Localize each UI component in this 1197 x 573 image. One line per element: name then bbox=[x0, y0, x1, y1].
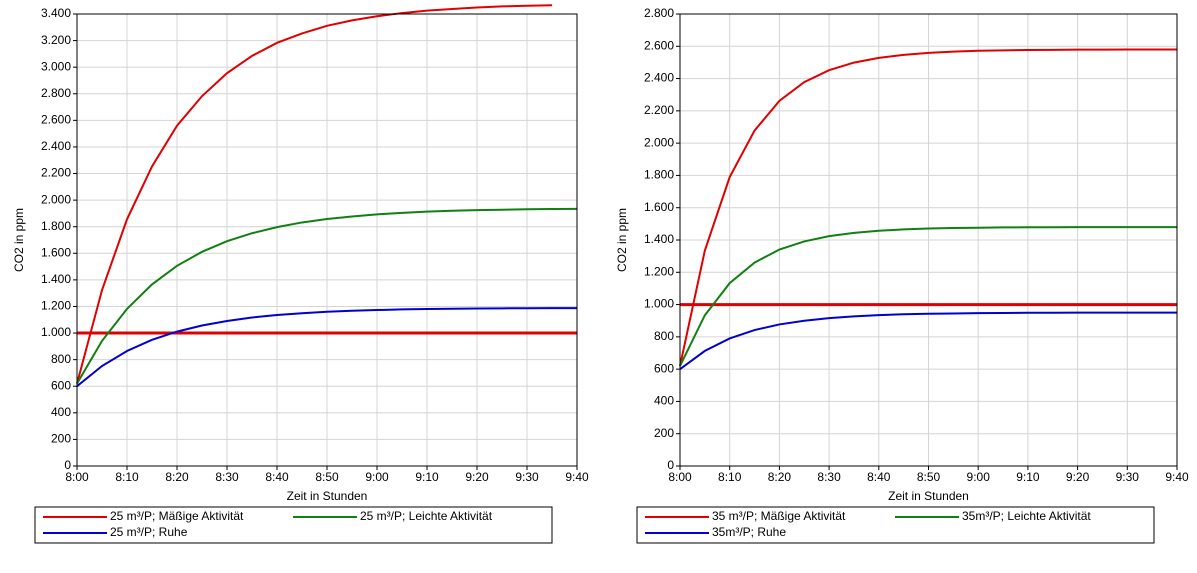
x-tick-label: 8:50 bbox=[917, 470, 941, 484]
x-tick-label: 9:10 bbox=[1016, 470, 1040, 484]
y-tick-label: 600 bbox=[654, 361, 674, 375]
y-tick-label: 1.200 bbox=[41, 299, 71, 313]
y-tick-label: 1.400 bbox=[644, 232, 674, 246]
y-tick-label: 2.800 bbox=[41, 86, 71, 100]
y-tick-label: 3.000 bbox=[41, 59, 71, 73]
x-tick-label: 8:30 bbox=[817, 470, 841, 484]
series-line bbox=[76, 307, 577, 388]
y-tick-label: 1.800 bbox=[644, 168, 674, 182]
y-tick-label: 0 bbox=[64, 458, 71, 472]
x-axis-title: Zeit in Stunden bbox=[287, 489, 368, 503]
plot-border bbox=[76, 13, 578, 467]
x-tick-label: 8:10 bbox=[115, 470, 139, 484]
y-tick-label: 800 bbox=[51, 352, 71, 366]
x-tick-label: 9:40 bbox=[565, 470, 589, 484]
legend-box bbox=[636, 506, 1155, 544]
y-tick-label: 2.200 bbox=[644, 103, 674, 117]
x-tick-label: 8:00 bbox=[668, 470, 692, 484]
x-tick-label: 8:50 bbox=[315, 470, 339, 484]
y-tick-label: 3.200 bbox=[41, 33, 71, 47]
series-line bbox=[76, 207, 578, 385]
x-tick-label: 8:40 bbox=[867, 470, 891, 484]
y-tick-label: 2.400 bbox=[644, 71, 674, 85]
y-tick-label: 1.600 bbox=[41, 245, 71, 259]
y-tick-label: 400 bbox=[654, 394, 674, 408]
y-tick-label: 1.400 bbox=[41, 272, 71, 286]
y-axis-title: CO2 in ppm bbox=[12, 208, 26, 272]
legend-label: 25 m³/P; Mäßige Aktivität bbox=[110, 509, 244, 523]
x-tick-label: 8:40 bbox=[265, 470, 289, 484]
y-axis-title: CO2 in ppm bbox=[615, 208, 629, 272]
x-tick-label: 8:30 bbox=[215, 470, 239, 484]
x-tick-label: 9:30 bbox=[1116, 470, 1140, 484]
y-tick-label: 2.400 bbox=[41, 139, 71, 153]
y-tick-label: 1.800 bbox=[41, 219, 71, 233]
y-tick-label: 2.600 bbox=[644, 38, 674, 52]
y-tick-label: 1.000 bbox=[644, 297, 674, 311]
y-tick-label: 2.200 bbox=[41, 166, 71, 180]
y-tick-label: 1.200 bbox=[644, 264, 674, 278]
y-tick-label: 400 bbox=[51, 405, 71, 419]
x-tick-label: 9:20 bbox=[465, 470, 489, 484]
series-line bbox=[679, 311, 1177, 370]
series-line bbox=[679, 48, 1177, 367]
series-line bbox=[679, 226, 1177, 367]
x-tick-label: 8:20 bbox=[165, 470, 189, 484]
y-tick-label: 1.600 bbox=[644, 200, 674, 214]
y-tick-label: 3.400 bbox=[41, 6, 71, 20]
legend-label: 35m³/P; Ruhe bbox=[712, 525, 786, 539]
y-tick-label: 2.000 bbox=[644, 135, 674, 149]
x-tick-label: 8:00 bbox=[65, 470, 89, 484]
x-tick-label: 9:20 bbox=[1066, 470, 1090, 484]
legend-label: 35m³/P; Leichte Aktivität bbox=[962, 509, 1091, 523]
y-tick-label: 200 bbox=[51, 432, 71, 446]
y-tick-label: 1.000 bbox=[41, 325, 71, 339]
legend-label: 35 m³/P; Mäßige Aktivität bbox=[712, 509, 846, 523]
legend-label: 25 m³/P; Ruhe bbox=[110, 525, 188, 539]
x-tick-label: 9:40 bbox=[1165, 470, 1189, 484]
y-tick-label: 600 bbox=[51, 378, 71, 392]
series-line bbox=[76, 4, 553, 384]
x-tick-label: 9:30 bbox=[515, 470, 539, 484]
x-tick-label: 8:10 bbox=[718, 470, 742, 484]
y-tick-label: 0 bbox=[667, 458, 674, 472]
x-tick-label: 9:10 bbox=[415, 470, 439, 484]
legend-box bbox=[34, 506, 553, 544]
y-tick-label: 2.800 bbox=[644, 6, 674, 20]
x-tick-label: 9:00 bbox=[967, 470, 991, 484]
x-tick-label: 9:00 bbox=[365, 470, 389, 484]
y-tick-label: 2.000 bbox=[41, 192, 71, 206]
x-axis-title: Zeit in Stunden bbox=[888, 489, 969, 503]
y-tick-label: 200 bbox=[654, 426, 674, 440]
y-tick-label: 800 bbox=[654, 329, 674, 343]
plot-border bbox=[679, 13, 1178, 467]
y-tick-label: 2.600 bbox=[41, 113, 71, 127]
legend-label: 25 m³/P; Leichte Aktivität bbox=[360, 509, 493, 523]
x-tick-label: 8:20 bbox=[768, 470, 792, 484]
